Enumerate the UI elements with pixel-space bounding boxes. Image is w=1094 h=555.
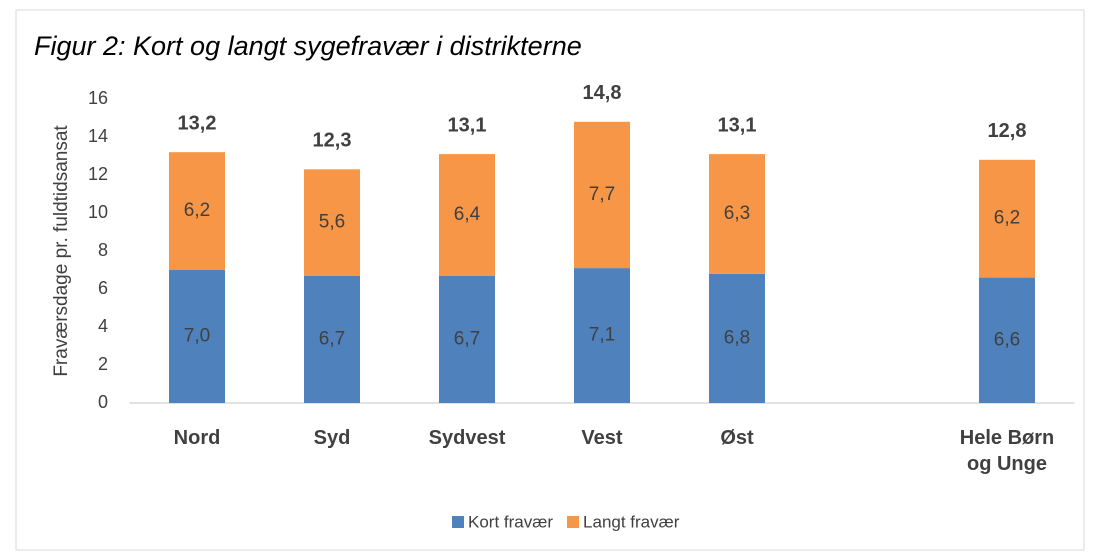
- y-tick-label: 12: [88, 164, 108, 184]
- x-tick-label: Øst: [720, 427, 754, 449]
- value-label: 6,8: [724, 327, 750, 348]
- y-axis-title: Fraværsdage pr. fuldtidsansat: [51, 125, 72, 377]
- x-tick-label: Hele Børn og Unge: [959, 427, 1055, 475]
- bar-segment: [439, 275, 495, 403]
- y-tick-label: 16: [88, 88, 108, 108]
- legend-label: Langt fravær: [583, 512, 680, 531]
- total-label: 13,1: [448, 114, 487, 136]
- bar-segment: [709, 273, 765, 403]
- y-tick-label: 10: [88, 202, 108, 222]
- legend-label: Kort fravær: [468, 512, 553, 531]
- x-tick-label: Vest: [581, 427, 623, 449]
- bar-segment: [304, 275, 360, 403]
- x-tick-label: Sydvest: [428, 427, 506, 449]
- y-tick-label: 4: [98, 316, 108, 336]
- total-label: 12,8: [988, 120, 1027, 142]
- value-label: 6,7: [319, 328, 345, 349]
- value-label: 7,7: [589, 184, 615, 205]
- value-label: 6,6: [994, 329, 1020, 350]
- value-label: 6,7: [454, 328, 480, 349]
- bar-segment: [709, 154, 765, 274]
- bar-segment: [439, 154, 495, 276]
- y-tick-label: 14: [88, 126, 108, 146]
- value-label: 6,3: [724, 203, 750, 224]
- value-label: 7,1: [589, 325, 615, 346]
- value-label: 5,6: [319, 212, 345, 233]
- bar-segment: [574, 268, 630, 403]
- y-tick-label: 6: [98, 278, 108, 298]
- legend-swatch: [452, 516, 464, 528]
- x-tick-label: Syd: [313, 427, 351, 449]
- legend-swatch: [567, 516, 580, 528]
- value-label: 6,2: [184, 200, 210, 221]
- bar-segment: [169, 152, 225, 270]
- bar-segment: [979, 277, 1035, 403]
- x-tick-label: Nord: [173, 427, 221, 449]
- total-label: 13,1: [718, 114, 757, 136]
- y-tick-label: 2: [98, 354, 108, 374]
- chart-title: Figur 2: Kort og langt sygefravær i dist…: [34, 31, 582, 61]
- bar-segment: [169, 270, 225, 403]
- bar-segment: [304, 169, 360, 276]
- bar-segment: [574, 121, 630, 269]
- bar-segment: [979, 159, 1035, 278]
- value-label: 6,4: [454, 204, 481, 225]
- total-label: 14,8: [583, 82, 622, 104]
- value-label: 6,2: [994, 208, 1020, 229]
- total-label: 13,2: [178, 112, 217, 134]
- y-tick-label: 8: [98, 240, 108, 260]
- value-label: 7,0: [184, 326, 210, 347]
- total-label: 12,3: [313, 130, 352, 152]
- y-tick-label: 0: [98, 392, 108, 412]
